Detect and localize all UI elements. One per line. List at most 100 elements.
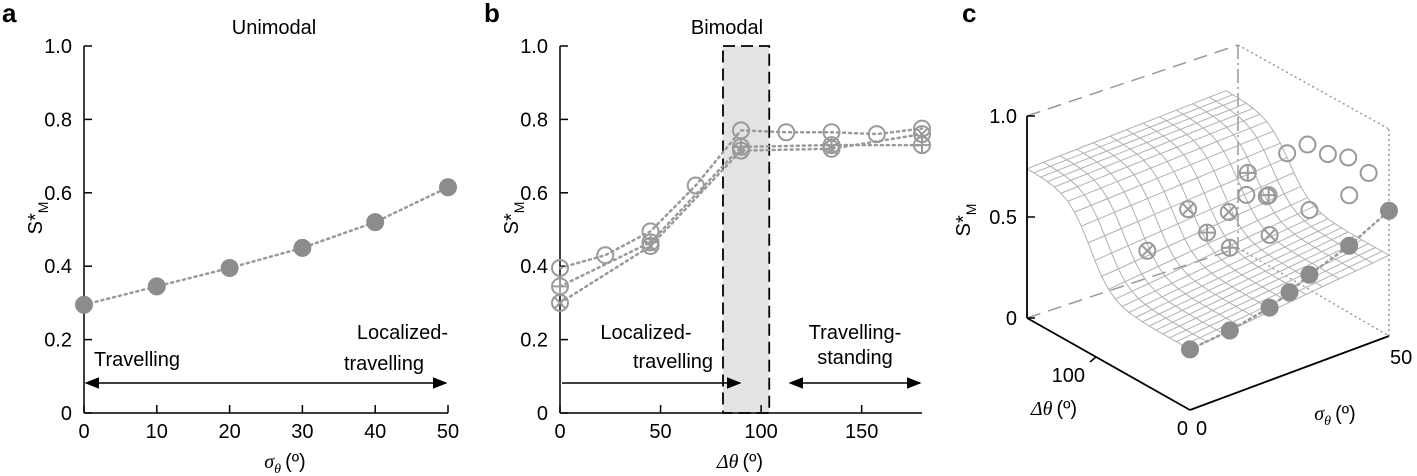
panel-b-ytick: 0 <box>537 403 548 425</box>
panel-a-unimodal: a Unimodal 0 10 20 30 40 50 0 0.2 0.4 0.6 0.8 1.0 T… <box>2 0 459 476</box>
panel-c-open-point <box>1318 145 1337 164</box>
panel-c-filled-point <box>1340 236 1359 255</box>
panel-c-plus-point <box>1238 163 1257 182</box>
panel-b-series-line <box>558 132 924 305</box>
panel-c-open-point <box>1300 201 1319 220</box>
panel-b-point <box>913 136 931 155</box>
panel-c-zlabel: S*M <box>953 204 979 237</box>
panel-b-bimodal: b Bimodal 0 50 100 150 0 0.2 0.4 0.6 0.8 1.0 Loca… <box>484 0 931 473</box>
panel-c-plus-point <box>1259 186 1278 205</box>
panel-c-filled-point <box>1181 340 1199 359</box>
panel-a-point <box>220 259 239 278</box>
panel-a-travelling-label: Travelling <box>94 349 180 371</box>
panel-a-ytick: 0.6 <box>44 183 72 205</box>
panel-c-ytick-50: 50 <box>1390 347 1412 369</box>
panel-b-series-line <box>558 143 924 288</box>
panel-c-cross-point <box>1179 200 1198 219</box>
panel-a-localized-label-1: Localized- <box>357 322 448 344</box>
panel-b-ytick: 0.2 <box>520 330 548 352</box>
panel-b-xtick: 0 <box>554 421 565 443</box>
panel-b-ytick: 0.4 <box>520 256 548 278</box>
panel-b-xtick: 150 <box>845 421 878 443</box>
panel-a-xtick: 10 <box>146 421 168 443</box>
panel-a-xtick: 40 <box>364 421 386 443</box>
panel-b-ytick: 0.6 <box>520 183 548 205</box>
panel-a-xtick: 30 <box>291 421 313 443</box>
panel-b-point <box>732 137 750 156</box>
panel-b-xtick: 100 <box>744 421 777 443</box>
panel-c-open-point <box>1359 164 1378 182</box>
panel-a-letter: a <box>2 0 17 28</box>
panel-a-series-line <box>82 186 450 306</box>
panel-a-ytick: 0 <box>61 403 72 425</box>
panel-b-point <box>777 123 796 142</box>
panel-a-ytick: 0.8 <box>44 109 72 131</box>
panel-c-box <box>1026 44 1390 337</box>
panel-c-filled-point <box>1380 201 1398 220</box>
panel-c-xtick-0: 0 <box>1177 418 1188 440</box>
panel-b-ytick: 0.8 <box>520 109 548 131</box>
panel-b-point <box>641 233 660 252</box>
panel-c-surface: c 1.0 0.5 0 100 0 0 50 S*M <box>953 0 1412 440</box>
panel-c-open-point <box>1340 186 1359 205</box>
panel-a-ytick: 1.0 <box>44 36 72 58</box>
panel-c-surface-mesh <box>1026 90 1390 350</box>
panel-b-ticks: 0 50 100 150 0 0.2 0.4 0.6 0.8 1.0 <box>520 36 878 443</box>
panel-c-open-point <box>1278 144 1297 163</box>
panel-a-ticks: 0 10 20 30 40 50 0 0.2 0.4 0.6 0.8 1.0 <box>44 36 459 443</box>
panel-b-letter: b <box>484 0 500 28</box>
panel-a-point <box>439 178 457 197</box>
panel-c-cross-point <box>1219 202 1238 221</box>
panel-c-data <box>1138 135 1398 359</box>
panel-b-title: Bimodal <box>691 17 763 39</box>
panel-c-cross-point <box>1138 241 1157 260</box>
panel-b-travelling-label-2: standing <box>817 347 893 369</box>
panel-a-ylabel: S*M <box>25 202 51 235</box>
panel-b-xtick: 50 <box>649 421 671 443</box>
panel-b-series-line <box>558 127 924 270</box>
panel-a-xtick: 50 <box>437 421 459 443</box>
panel-c-cross-point <box>1260 225 1279 244</box>
panel-a-xtick: 20 <box>218 421 240 443</box>
panel-a-localized-label-2: travelling <box>344 353 424 375</box>
panel-a-xlabel: σθ (º) <box>264 451 305 476</box>
panel-b-point <box>822 136 841 155</box>
panel-b-transition-region <box>722 45 771 414</box>
panel-c-open-point <box>1298 135 1317 154</box>
panel-c-sigma-label: σθ (º) <box>1314 403 1355 429</box>
panel-c-filled-point <box>1280 283 1299 302</box>
panel-b-ylabel: S*M <box>501 202 527 235</box>
svg-text:S*M: S*M <box>25 202 51 235</box>
panel-a-xtick: 0 <box>78 421 89 443</box>
panel-c-plus-point <box>1220 238 1239 257</box>
svg-text:S*M: S*M <box>953 204 979 237</box>
panel-b-point <box>686 176 705 195</box>
panel-a-data <box>75 178 457 314</box>
panel-c-ytick-0: 0 <box>1196 418 1207 440</box>
panel-c-letter: c <box>962 0 976 28</box>
ylabel-sub: M <box>35 202 51 214</box>
panel-c-filled-point <box>1220 321 1239 340</box>
panel-a-point <box>75 295 93 314</box>
panel-b-point <box>551 277 569 296</box>
panel-c-dtheta-label: Δθ (º) <box>1030 398 1077 420</box>
panel-c-ztick-0: 0 <box>1006 308 1017 330</box>
panel-b-point <box>596 246 615 265</box>
panel-c-xtick-100: 100 <box>1052 365 1085 387</box>
panel-a-point <box>366 213 385 232</box>
panel-b-localized-label-2: travelling <box>633 351 713 373</box>
panel-b-point <box>551 259 569 278</box>
panel-b-point <box>867 125 886 144</box>
panel-c-plus-point <box>1198 223 1217 242</box>
panel-c-filled-point <box>1300 265 1319 284</box>
panel-b-data <box>551 119 931 312</box>
svg-text:S*M: S*M <box>501 202 527 235</box>
panel-b-localized-label-1: Localized- <box>600 322 691 344</box>
panel-c-open-point <box>1237 185 1256 204</box>
panel-a-point <box>147 277 166 296</box>
panel-a-point <box>293 238 312 257</box>
panel-a-ytick: 0.4 <box>44 256 72 278</box>
panel-b-travelling-label-1: Travelling- <box>809 322 902 344</box>
panel-c-open-point <box>1339 148 1358 167</box>
